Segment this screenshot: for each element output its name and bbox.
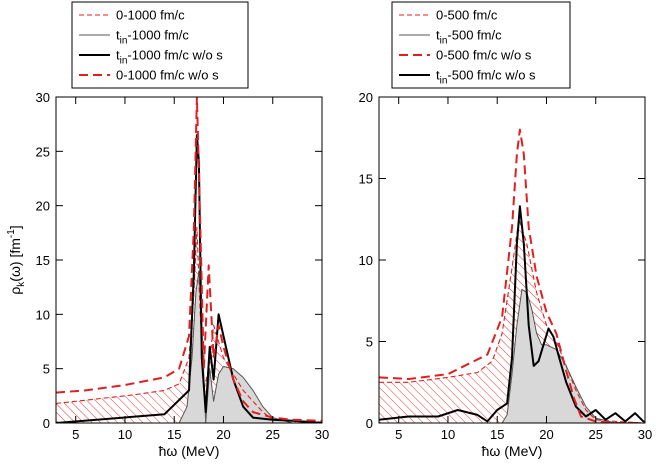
series-line-2 [56, 134, 322, 423]
series-line-2 [379, 205, 645, 423]
x-tick-label: 30 [315, 427, 329, 442]
x-tick-label: 15 [167, 427, 181, 442]
x-tick-label: 10 [118, 427, 132, 442]
x-axis-label: ħω (MeV) [159, 443, 220, 459]
legend-box [71, 1, 249, 89]
x-tick-label: 25 [266, 427, 280, 442]
area-fill-1 [56, 270, 322, 423]
y-tick-label: 0 [43, 416, 50, 431]
panel-left: 5 10 15 20 25 30 0 5 10 15 20 25 30 ħω (MeV) ρk(ω) [fm… [6, 1, 329, 459]
y-tick-label: 5 [43, 362, 50, 377]
y-tick-label: 15 [359, 172, 373, 187]
x-tick-label: 25 [589, 427, 603, 442]
x-tick-label: 20 [539, 427, 553, 442]
y-tick-label: 10 [359, 253, 373, 268]
legend-label: tin-500 fm/c w/o s [436, 68, 536, 87]
y-axis-label: ρk(ω) [fm-1] [6, 225, 27, 294]
y-tick-label: 15 [36, 253, 50, 268]
legend: 0-500 fm/c tin-500 fm/c0-500 fm/c w/o s ti… [391, 1, 571, 89]
y-tick-label: 20 [359, 90, 373, 105]
legend-label: 0-500 fm/c [436, 8, 498, 23]
series-line-1 [379, 288, 645, 423]
series-line-0 [379, 218, 645, 423]
x-tick-label: 15 [490, 427, 504, 442]
x-axis-label: ħω (MeV) [482, 443, 543, 459]
legend-label: 0-1000 fm/c w/o s [116, 68, 219, 83]
series-group [56, 97, 322, 423]
x-tick-label: 10 [441, 427, 455, 442]
legend-box [391, 1, 571, 89]
legend-label: 0-1000 fm/c [116, 8, 185, 23]
area-fill-1 [379, 289, 645, 423]
area-fill-0 [379, 219, 645, 423]
x-tick-label: 20 [216, 427, 230, 442]
legend-label: tin-1000 fm/c w/o s [116, 48, 223, 67]
series-group [379, 128, 645, 423]
series-line-1 [56, 270, 322, 423]
plot-panels: 5 10 15 20 25 30 0 5 10 15 20 25 30 ħω (MeV) ρk(ω) [fm… [6, 1, 652, 459]
y-tick-label: 30 [36, 90, 50, 105]
x-tick-label: 30 [638, 427, 652, 442]
y-tick-label: 25 [36, 144, 50, 159]
legend-label: tin-1000 fm/c [116, 28, 189, 47]
x-tick-label: 5 [72, 427, 79, 442]
series-line-0 [56, 226, 322, 423]
series-line-3 [56, 97, 322, 422]
y-tick-label: 5 [366, 335, 373, 350]
y-tick-label: 0 [366, 416, 373, 431]
legend-label: tin-500 fm/c [436, 28, 502, 47]
y-tick-label: 10 [36, 307, 50, 322]
series-line-3 [379, 128, 645, 423]
x-tick-label: 5 [395, 427, 402, 442]
legend-label: 0-500 fm/c w/o s [436, 48, 532, 63]
y-tick-label: 20 [36, 199, 50, 214]
